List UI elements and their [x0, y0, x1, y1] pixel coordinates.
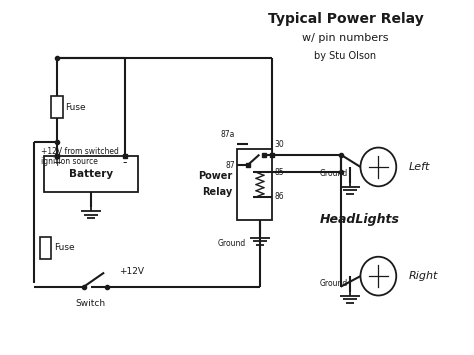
Text: Right: Right	[409, 271, 438, 281]
Bar	[39, 237, 51, 258]
Text: +: +	[52, 158, 62, 168]
Text: Ground: Ground	[319, 279, 348, 288]
Text: 87a: 87a	[220, 130, 235, 139]
Text: Power: Power	[198, 171, 232, 181]
Bar	[51, 97, 63, 118]
Text: Ground: Ground	[319, 169, 348, 179]
Text: Switch: Switch	[76, 299, 106, 308]
Bar	[44, 156, 138, 192]
Text: 30: 30	[275, 140, 284, 149]
Text: ignition source: ignition source	[41, 157, 98, 166]
Text: Ground: Ground	[218, 239, 246, 248]
Text: 87: 87	[225, 161, 235, 170]
Text: -: -	[123, 156, 127, 169]
Text: by Stu Olson: by Stu Olson	[314, 51, 376, 61]
Bar	[237, 149, 273, 220]
Text: 86: 86	[275, 192, 284, 201]
Text: Battery: Battery	[69, 169, 113, 179]
Text: Typical Power Relay: Typical Power Relay	[267, 12, 423, 26]
Text: Fuse: Fuse	[54, 244, 74, 252]
Text: Left: Left	[409, 162, 430, 172]
Text: HeadLights: HeadLights	[319, 213, 400, 226]
Text: Fuse: Fuse	[65, 103, 86, 111]
Text: Relay: Relay	[202, 187, 232, 197]
Ellipse shape	[360, 148, 396, 186]
Text: w/ pin numbers: w/ pin numbers	[302, 33, 389, 43]
Text: 85: 85	[275, 168, 284, 177]
Ellipse shape	[360, 257, 396, 295]
Text: +12V from switched: +12V from switched	[41, 147, 119, 155]
Text: +12V: +12V	[119, 267, 144, 276]
